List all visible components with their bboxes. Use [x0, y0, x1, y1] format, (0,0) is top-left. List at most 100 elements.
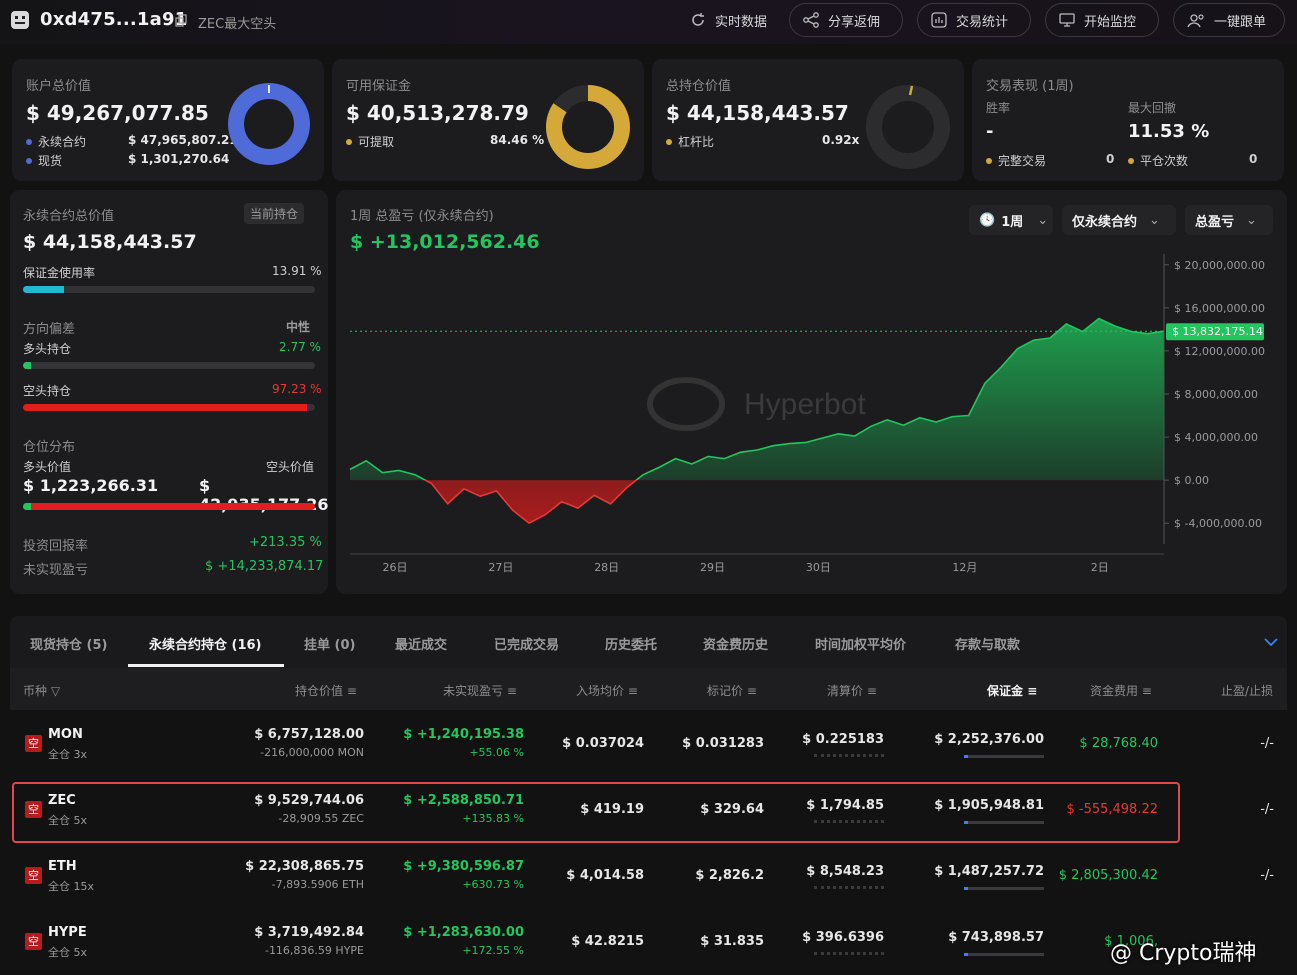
- col-entry-price[interactable]: 入场均价 ≡: [576, 684, 638, 698]
- pnl-line-positive: [349, 317, 1165, 481]
- wallet-tag: ZEC最大空头: [198, 17, 277, 32]
- entry-price: $ 42.8215: [571, 934, 644, 949]
- watermark-logo: [647, 377, 725, 431]
- tpsl[interactable]: -/-: [1260, 802, 1274, 817]
- col-unrealized-pnl[interactable]: 未实现盈亏 ≡: [443, 684, 517, 698]
- unrealized-pnl: $ +1,283,630.00: [403, 925, 524, 940]
- stats-icon: [931, 12, 947, 28]
- account-donut: [228, 83, 310, 165]
- pnl-line-negative: [423, 480, 638, 525]
- col-funding[interactable]: 资金费用 ≡: [1090, 684, 1152, 698]
- y-tick-label: $ 0.00: [1174, 474, 1209, 487]
- account-value-card: 账户总价值 $ 49,267,077.85 永续合约 $ 47,965,807.…: [12, 59, 324, 181]
- position-distribution-label: 仓位分布: [23, 440, 76, 455]
- tpsl[interactable]: -/-: [1260, 736, 1274, 751]
- margin-usage-bar: [23, 286, 315, 293]
- col-mark-price[interactable]: 标记价 ≡: [707, 684, 757, 698]
- copy-trade-button[interactable]: 一键跟单: [1173, 3, 1285, 37]
- symbol[interactable]: ZEC: [48, 793, 76, 808]
- x-tick-label: 2日: [1091, 561, 1109, 574]
- liq-distance-indicator: [814, 754, 884, 757]
- tab-deposits-withdrawals[interactable]: 存款与取款: [955, 638, 1021, 653]
- avatar-icon: [11, 11, 29, 29]
- position-value: $ 22,308,865.75: [245, 859, 364, 874]
- tab-perp-positions[interactable]: 永续合约持仓 (16): [149, 638, 262, 653]
- x-tick-label: 26日: [383, 561, 408, 574]
- share-referral-label: 分享返佣: [828, 14, 881, 30]
- perp-total-value: $ 44,158,443.57: [23, 231, 197, 253]
- distribution-bar: [23, 503, 315, 510]
- short-position-value: 97.23 %: [272, 382, 322, 396]
- liq-distance-indicator: [814, 952, 884, 955]
- tab-completed-trades[interactable]: 已完成交易: [494, 638, 560, 653]
- unrealized-pnl-value: $ +14,233,874.17: [205, 559, 324, 574]
- symbol[interactable]: MON: [48, 727, 83, 742]
- margin: $ 2,252,376.00: [934, 732, 1044, 747]
- leverage: 全仓 5x: [48, 814, 88, 827]
- long-position-value: 2.77 %: [279, 340, 321, 354]
- tab-open-orders[interactable]: 挂单 (0): [304, 638, 356, 653]
- tab-twap[interactable]: 时间加权平均价: [815, 638, 907, 653]
- y-tick-label: $ 8,000,000.00: [1174, 388, 1258, 401]
- x-tick-label: 28日: [594, 561, 619, 574]
- collapse-chevron-icon[interactable]: [1263, 636, 1279, 648]
- tab-order-history[interactable]: 历史委托: [605, 638, 658, 653]
- table-row[interactable]: 空 MON 全仓 3x $ 6,757,128.00 -216,000,000 MON $…: [10, 711, 1287, 777]
- sort-icon: ≡: [1027, 684, 1038, 698]
- table-row[interactable]: 空 HYPE 全仓 5x $ 3,719,492.84 -116,836.59 HYPE…: [10, 909, 1287, 975]
- leverage-donut: [866, 85, 950, 169]
- realtime-data-button[interactable]: 实时数据: [676, 3, 780, 37]
- clock-icon: 🕓: [979, 212, 996, 228]
- tab-spot-positions[interactable]: 现货持仓 (5): [30, 638, 108, 653]
- start-monitor-button[interactable]: 开始监控: [1045, 3, 1159, 37]
- y-tick-label: $ 20,000,000.00: [1174, 259, 1265, 272]
- sort-icon: ≡: [346, 684, 357, 698]
- wallet-address: 0xd475...1a91: [40, 9, 188, 30]
- mark-price: $ 329.64: [700, 802, 764, 817]
- share-referral-button[interactable]: 分享返佣: [789, 3, 903, 37]
- complete-trades-legend: 完整交易: [986, 152, 1046, 169]
- unrealized-pnl: $ +1,240,195.38: [403, 727, 524, 742]
- symbol[interactable]: ETH: [48, 859, 77, 874]
- tab-funding-history[interactable]: 资金费历史: [703, 638, 769, 653]
- tpsl[interactable]: -/-: [1260, 868, 1274, 883]
- period-select[interactable]: 🕓 1周 ⌄: [969, 205, 1053, 235]
- col-liq-price[interactable]: 清算价 ≡: [827, 684, 877, 698]
- x-tick-label: 27日: [488, 561, 513, 574]
- funding-fee: $ 1,006,: [1104, 934, 1158, 949]
- col-position-value[interactable]: 持仓价值 ≡: [295, 684, 357, 698]
- trade-stats-button[interactable]: 交易统计: [917, 3, 1031, 37]
- short-position-label: 空头持仓: [23, 384, 72, 398]
- filter-icon: ▽: [50, 684, 61, 698]
- tab-recent-fills[interactable]: 最近成交: [395, 638, 448, 653]
- margin-bar: [964, 755, 1044, 758]
- scope-select[interactable]: 仅永续合约 ⌄: [1062, 205, 1176, 235]
- margin: $ 1,487,257.72: [934, 864, 1044, 879]
- mark-price: $ 31.835: [700, 934, 764, 949]
- account-value: $ 49,267,077.85: [26, 101, 209, 125]
- share-icon: [803, 12, 819, 28]
- funding-fee: $ -555,498.22: [1066, 802, 1158, 817]
- perp-total-label: 永续合约总价值: [23, 209, 115, 224]
- table-row[interactable]: 空 ZEC 全仓 5x $ 9,529,744.06 -28,909.55 ZEC $ +…: [10, 777, 1287, 843]
- unrealized-pnl: $ +9,380,596.87: [403, 859, 524, 874]
- long-position-bar: [23, 362, 315, 369]
- overlay-caption: @ Crypto瑞神: [1110, 941, 1257, 966]
- copy-trade-label: 一键跟单: [1214, 14, 1267, 30]
- col-symbol[interactable]: 币种 ▽: [23, 684, 61, 698]
- symbol[interactable]: HYPE: [48, 925, 87, 940]
- highlight-box: [12, 782, 1180, 843]
- mark-price: $ 0.031283: [682, 736, 764, 751]
- margin-bar: [964, 953, 1044, 956]
- metric-select[interactable]: 总盈亏 ⌄: [1185, 205, 1273, 235]
- table-row[interactable]: 空 ETH 全仓 15x $ 22,308,865.75 -7,893.5906 ETH…: [10, 843, 1287, 909]
- col-margin[interactable]: 保证金 ≡: [987, 684, 1038, 698]
- complete-trades-value: 0: [1106, 152, 1115, 166]
- current-position-tag: 当前持仓: [244, 203, 305, 224]
- metric-select-label: 总盈亏: [1195, 214, 1235, 230]
- copy-icon[interactable]: [175, 14, 188, 27]
- margin: $ 743,898.57: [948, 930, 1044, 945]
- account-value-label: 账户总价值: [26, 79, 92, 94]
- pnl-chart-panel: 1周 总盈亏 (仅永续合约) $ +13,012,562.46 🕓 1周 ⌄ 仅…: [336, 190, 1287, 594]
- positive-pnl-area: [350, 318, 1164, 481]
